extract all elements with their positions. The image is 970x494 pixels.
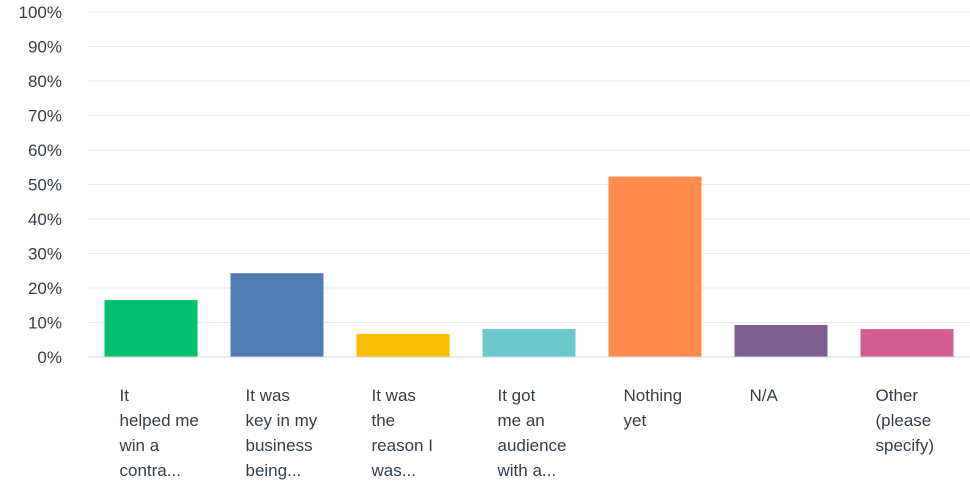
y-tick-label: 100% xyxy=(19,3,62,22)
bar xyxy=(734,324,828,357)
y-tick-label: 20% xyxy=(28,279,62,298)
bar xyxy=(104,300,198,357)
bars xyxy=(104,176,954,357)
x-category-label: It was key in my business being... xyxy=(245,386,318,480)
x-category-label: Other (please specify) xyxy=(875,386,935,455)
bar xyxy=(482,329,576,357)
bar xyxy=(230,273,324,357)
y-tick-label: 80% xyxy=(28,72,62,91)
y-tick-label: 10% xyxy=(28,314,62,333)
y-tick-label: 90% xyxy=(28,38,62,57)
y-tick-label: 60% xyxy=(28,141,62,160)
y-tick-label: 70% xyxy=(28,107,62,126)
x-category-label: It was the reason I was... xyxy=(371,386,433,480)
y-tick-label: 30% xyxy=(28,245,62,264)
bar xyxy=(608,176,702,357)
bar xyxy=(860,329,954,357)
y-tick-label: 0% xyxy=(37,348,62,367)
y-tick-label: 40% xyxy=(28,210,62,229)
y-axis: 0% 10% 20% 30% 40% 50% 60% 70% 80% 90% 100% xyxy=(19,3,62,367)
x-category-label: N/A xyxy=(749,386,778,405)
x-category-label: It got me an audience with a... xyxy=(497,386,567,480)
y-tick-label: 50% xyxy=(28,176,62,195)
x-category-label: Nothing yet xyxy=(623,386,683,430)
bar xyxy=(356,333,450,357)
x-category-label: It helped me win a contra... xyxy=(119,386,199,480)
gridlines xyxy=(88,11,970,323)
